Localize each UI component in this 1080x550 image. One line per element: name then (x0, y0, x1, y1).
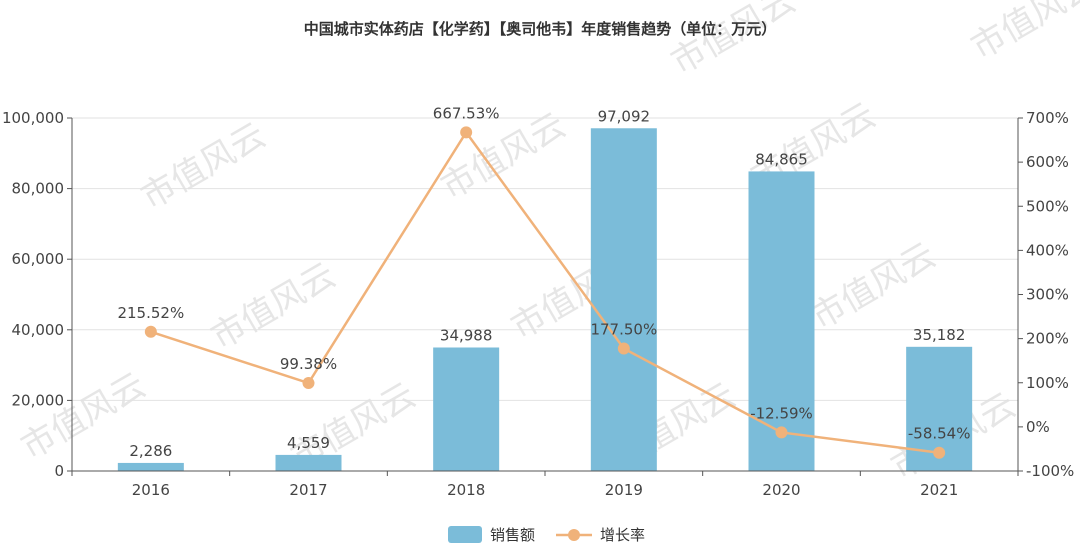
y-left-tick-label: 0 (54, 462, 64, 480)
y-right-tick-label: 700% (1026, 109, 1069, 127)
watermark-text: 市值风云 (205, 255, 343, 358)
y-right-tick-label: 200% (1026, 330, 1069, 348)
growth-value-label: -12.59% (750, 404, 813, 422)
y-left-tick-label: 60,000 (12, 250, 65, 268)
growth-value-label: 215.52% (117, 304, 184, 322)
bar-value-label: 34,988 (440, 326, 493, 344)
growth-value-label: 99.38% (280, 355, 337, 373)
y-left-tick-label: 80,000 (12, 180, 65, 198)
growth-value-label: -58.54% (908, 425, 971, 443)
gridlines (72, 117, 1018, 401)
x-tick-label: 2016 (132, 481, 170, 499)
y-right-tick-label: 300% (1026, 286, 1069, 304)
y-right-tick-label: 400% (1026, 241, 1069, 259)
bar-2019 (590, 128, 657, 471)
y-right-tick-label: 600% (1026, 153, 1069, 171)
bar-2016 (117, 462, 184, 471)
bar-2017 (275, 454, 342, 471)
y-left-tick-label: 100,000 (2, 109, 64, 127)
bar-value-label: 97,092 (598, 107, 651, 125)
x-tick-label: 2019 (605, 481, 643, 499)
x-tick-label: 2017 (289, 481, 327, 499)
bar-value-label: 4,559 (287, 434, 330, 452)
growth-value-label: 177.50% (590, 321, 657, 339)
legend-bar-swatch (448, 526, 482, 543)
watermark-text: 市值风云 (135, 115, 273, 218)
y-right-tick-label: 100% (1026, 374, 1069, 392)
y-right-tick-label: -100% (1026, 462, 1074, 480)
y-right-tick-label: 500% (1026, 197, 1069, 215)
growth-point-2018 (460, 126, 473, 139)
bar-2018 (433, 347, 500, 471)
y-right-tick-label: 0% (1026, 418, 1050, 436)
line-series (144, 126, 946, 459)
x-tick-label: 2021 (920, 481, 958, 499)
bar-value-label: 84,865 (755, 150, 808, 168)
x-tick-label: 2020 (762, 481, 800, 499)
legend: 销售额 增长率 (448, 526, 645, 544)
growth-point-2020 (775, 426, 788, 439)
y-left-tick-label: 20,000 (12, 391, 65, 409)
y-left-tick-label: 40,000 (12, 321, 65, 339)
x-tick-label: 2018 (447, 481, 485, 499)
growth-value-label: 667.53% (433, 104, 500, 122)
legend-line-label: 增长率 (600, 526, 645, 544)
growth-point-2017 (302, 377, 315, 390)
watermark-text: 市值风云 (805, 235, 943, 338)
bar-series (117, 128, 973, 471)
bar-value-label: 2,286 (129, 442, 172, 460)
watermark-text: 市值风云 (965, 0, 1080, 68)
growth-point-2016 (144, 325, 157, 338)
legend-bar-label: 销售额 (490, 526, 535, 544)
growth-point-2019 (617, 342, 630, 355)
legend-line-marker (568, 529, 580, 541)
growth-point-2021 (933, 446, 946, 459)
bar-2020 (748, 171, 815, 471)
data-labels: 2,286 4,559 34,988 97,092 84,865 35,182 215.52… (117, 104, 970, 460)
bar-value-label: 35,182 (913, 326, 966, 344)
watermark-text: 市值风云 (665, 0, 803, 83)
growth-line (150, 130, 940, 454)
axes: 0 20,000 40,000 60,000 80,000 100,000 -100% 0% 1… (2, 109, 1074, 499)
chart-title: 中国城市实体药店【化学药】【奥司他韦】年度销售趋势（单位：万元） (304, 20, 777, 38)
